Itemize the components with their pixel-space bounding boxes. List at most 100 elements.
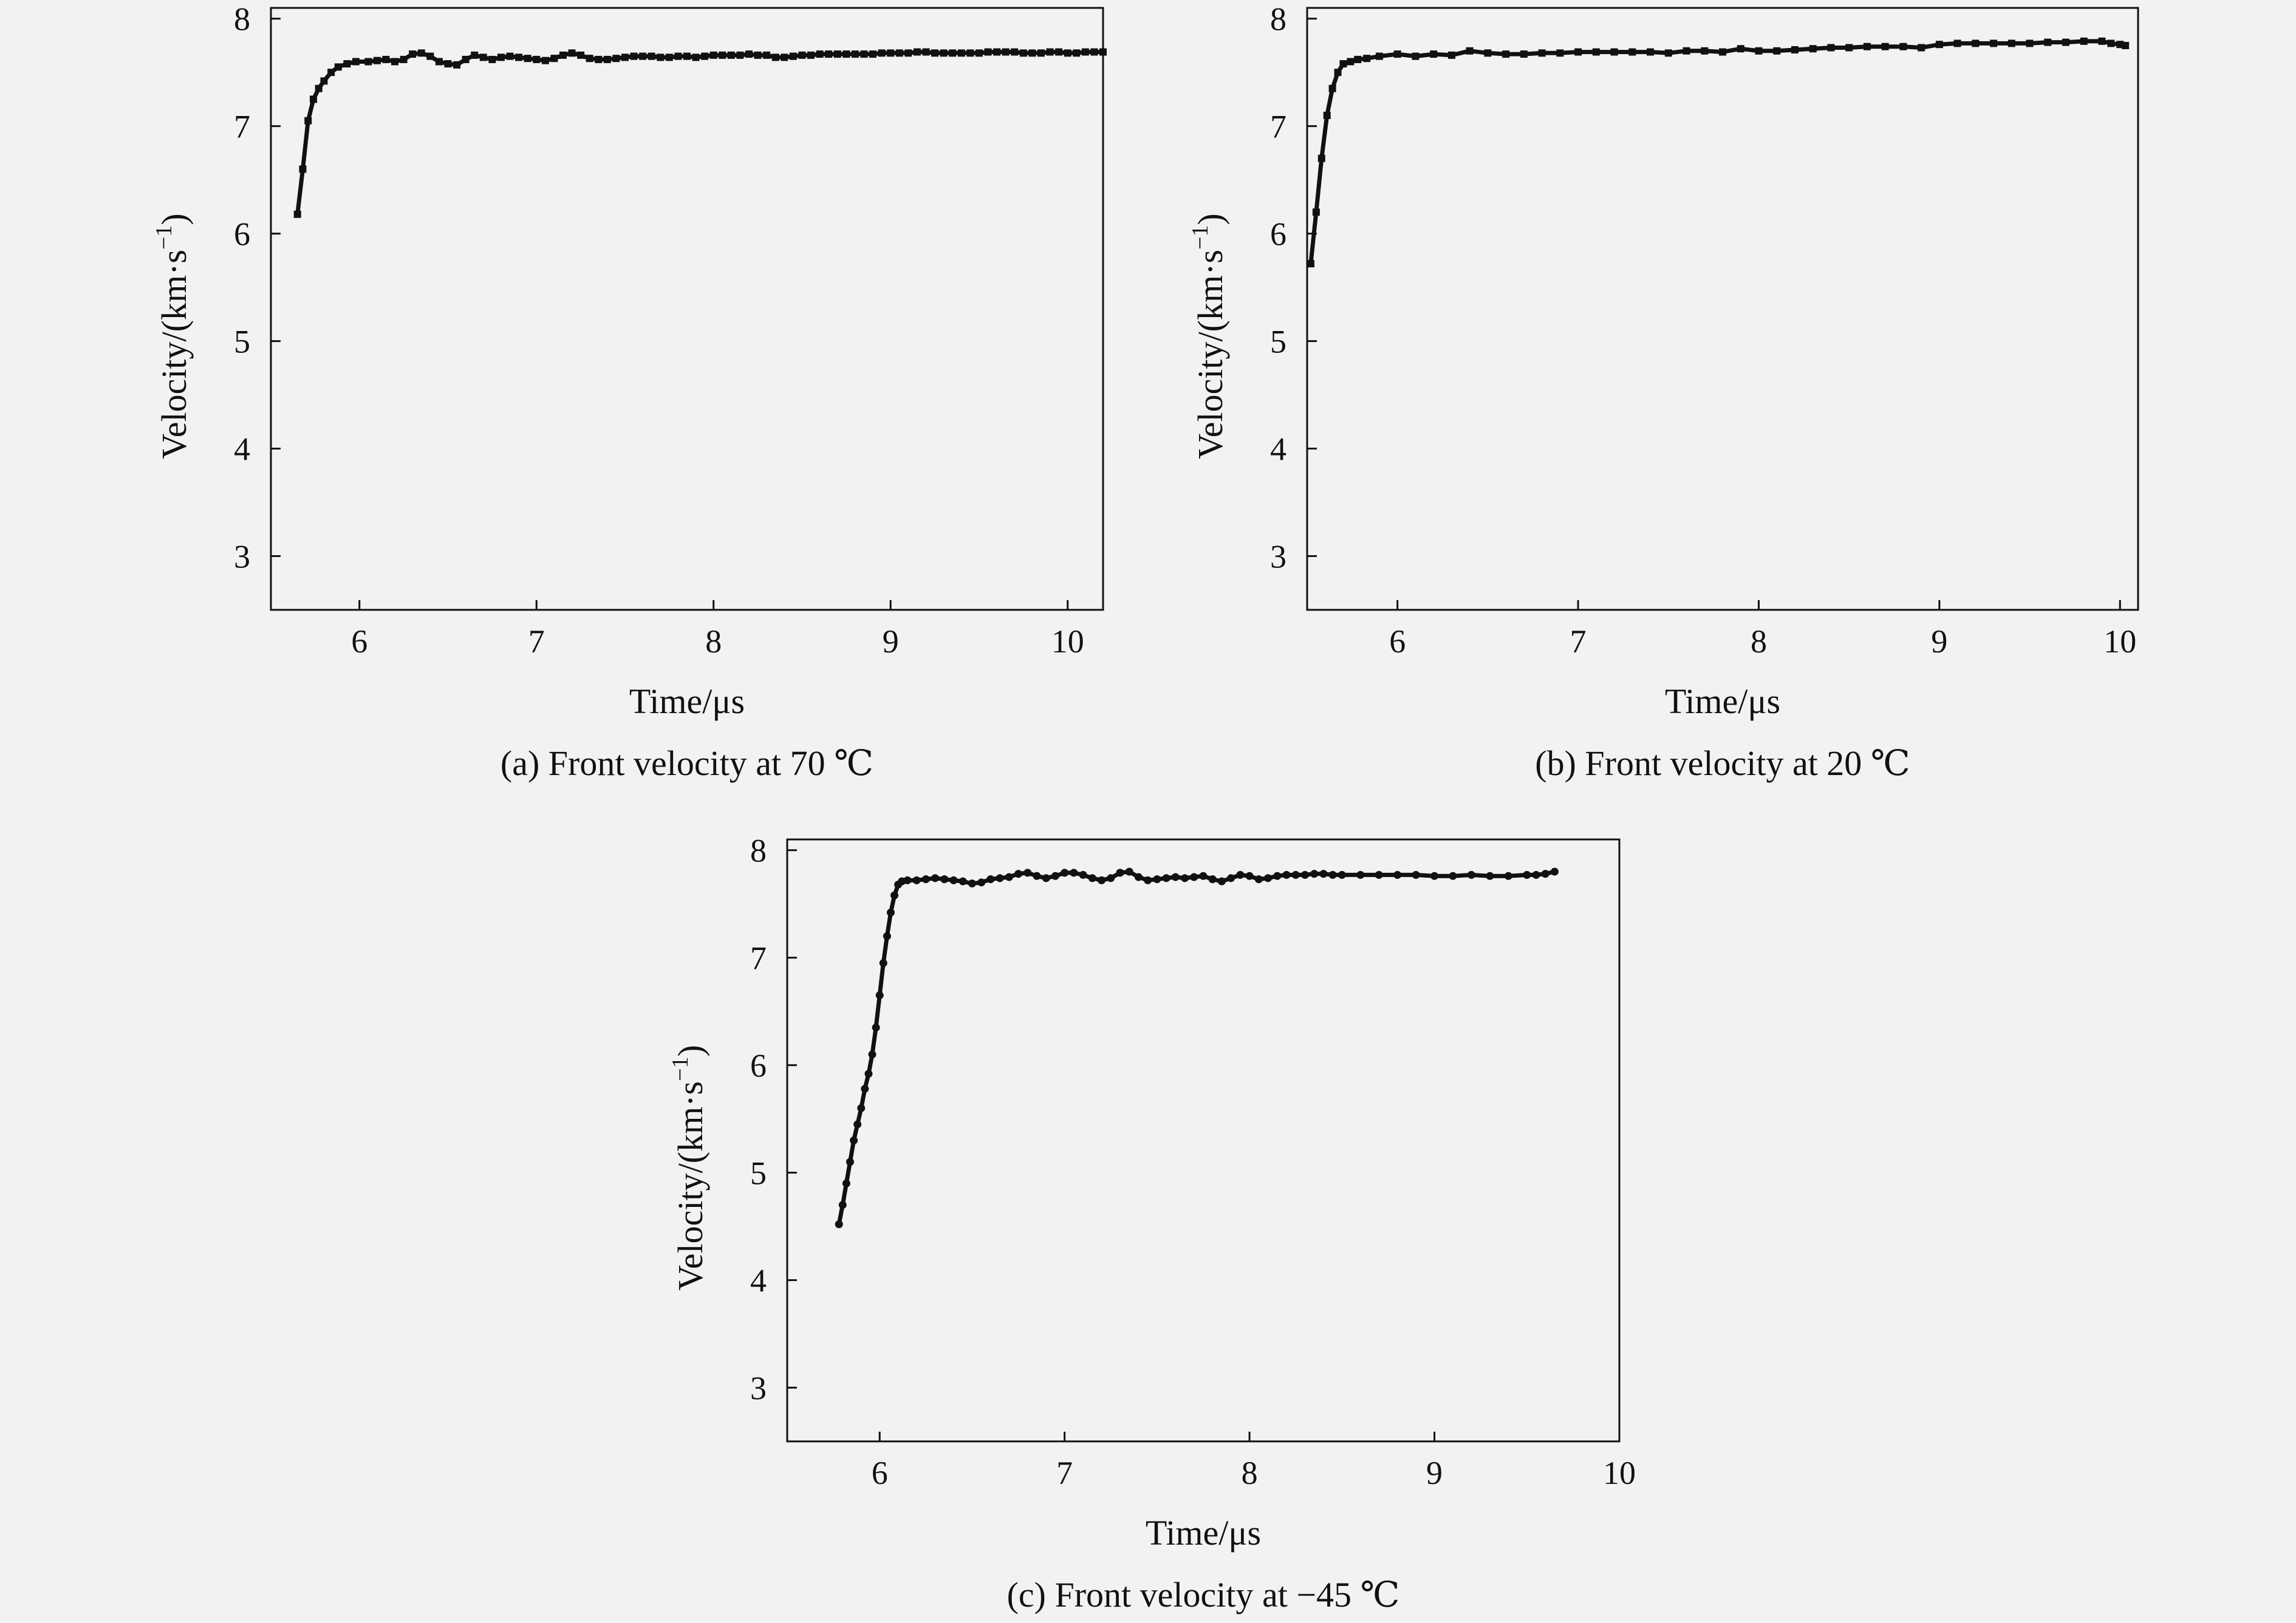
data-point-c	[1061, 869, 1069, 877]
data-point-c	[1532, 870, 1540, 879]
data-point-c	[1014, 870, 1023, 878]
data-point-a	[842, 50, 850, 58]
data-point-b	[1375, 52, 1383, 60]
data-point-a	[1064, 49, 1071, 57]
data-point-c	[1190, 873, 1198, 881]
data-point-b	[1755, 47, 1763, 55]
data-point-c	[838, 1201, 847, 1209]
chart-caption-a: (a) Front velocity at 70 ℃	[501, 743, 873, 783]
data-point-b	[1809, 45, 1817, 53]
x-axis-label-b: Time/μs	[1665, 682, 1780, 721]
data-point-c	[940, 875, 949, 883]
data-point-b	[1556, 49, 1564, 57]
data-point-a	[745, 50, 753, 58]
data-point-c	[921, 875, 930, 883]
x-tick-label-c-8: 8	[1242, 1455, 1258, 1491]
data-point-c	[1153, 875, 1161, 883]
data-point-a	[471, 51, 479, 59]
data-point-a	[382, 55, 390, 63]
data-point-a	[1055, 48, 1063, 56]
data-point-c	[857, 1104, 866, 1112]
data-point-b	[1701, 47, 1709, 55]
data-point-a	[647, 52, 655, 60]
data-point-b	[1520, 50, 1528, 58]
chart-c: 6 7 8 9 10 3 4 5 6 7 8 Time/μs Velocity/(km·s−1) (c) …	[668, 833, 1636, 1614]
data-point-b	[1430, 50, 1438, 58]
data-point-b	[1328, 84, 1336, 92]
data-point-c	[1486, 872, 1494, 880]
data-point-c	[1523, 870, 1531, 879]
y-axis-label-main-a: Velocity/(km·s	[154, 250, 194, 459]
data-point-b	[2026, 39, 2034, 47]
data-point-a	[577, 51, 585, 59]
data-point-a	[993, 48, 1001, 56]
y-axis-label-close-c: )	[671, 1045, 710, 1056]
data-point-c	[1070, 869, 1078, 877]
data-point-b	[1990, 39, 1998, 47]
data-point-c	[1116, 869, 1124, 877]
data-point-a	[630, 52, 638, 60]
data-point-c	[1107, 874, 1115, 883]
chart-b: 6 7 8 9 10 3 4 5 6 7 8 Time/μs Velocity/(km·s−1) (b) …	[1187, 1, 2139, 783]
data-point-a	[515, 53, 523, 61]
data-point-a	[334, 63, 342, 71]
data-point-c	[1042, 874, 1050, 883]
data-point-a	[497, 53, 505, 61]
data-point-c	[864, 1070, 873, 1078]
data-point-a	[352, 58, 360, 66]
data-point-a	[364, 58, 372, 66]
y-tick-label-a-4: 4	[234, 431, 250, 468]
data-point-a	[869, 50, 877, 58]
data-point-a	[887, 49, 895, 57]
data-point-a	[426, 52, 434, 60]
y-axis-label-b: Velocity/(km·s−1)	[1187, 213, 1230, 459]
plot-frame-a	[270, 7, 1104, 611]
data-point-a	[327, 69, 335, 77]
data-point-a	[506, 52, 514, 60]
y-tick-label-b-3: 3	[1270, 539, 1286, 575]
data-point-b	[1628, 48, 1636, 56]
y-axis-label-main-b: Velocity/(km·s	[1191, 250, 1230, 459]
data-point-a	[541, 56, 549, 64]
data-point-a	[860, 50, 868, 58]
y-tick-label-b-7: 7	[1270, 109, 1286, 145]
data-point-a	[895, 49, 903, 57]
x-tick-label-a-7: 7	[528, 623, 545, 660]
data-point-b	[1347, 58, 1355, 66]
data-point-c	[883, 932, 891, 940]
data-point-a	[975, 49, 983, 57]
data-point-c	[1504, 872, 1512, 880]
chart-caption-b: (b) Front velocity at 20 ℃	[1535, 743, 1910, 783]
data-point-b	[1664, 49, 1672, 57]
data-point-a	[1019, 49, 1027, 57]
data-point-a	[1028, 49, 1036, 57]
data-point-c	[1430, 872, 1439, 880]
data-point-a	[524, 55, 531, 63]
y-axis-label-sup-b: −1	[1187, 225, 1213, 250]
data-point-c	[875, 991, 884, 1000]
data-point-c	[886, 908, 895, 917]
data-point-c	[1125, 867, 1133, 876]
chart-a: 6 7 8 9 10 3 4 5 6 7 8 Time/μs Velocity/(km·s−1) (a) …	[151, 1, 1107, 783]
data-point-b	[1393, 50, 1401, 58]
data-point-a	[922, 48, 930, 56]
data-point-a	[957, 49, 965, 57]
data-point-a	[966, 49, 974, 57]
data-point-b	[2044, 38, 2052, 46]
data-point-b	[1881, 43, 1889, 50]
y-tick-label-b-8: 8	[1270, 1, 1286, 38]
y-tick-label-c-5: 5	[750, 1155, 767, 1192]
data-point-b	[2062, 38, 2070, 46]
data-point-c	[903, 876, 912, 884]
data-point-a	[479, 53, 487, 61]
data-point-c	[1005, 873, 1013, 881]
data-point-a	[727, 51, 735, 59]
data-point-b	[2098, 37, 2106, 45]
data-point-b	[1953, 39, 1961, 47]
data-point-b	[1334, 69, 1342, 77]
data-point-c	[1319, 870, 1328, 878]
y-tick-label-c-4: 4	[750, 1263, 767, 1299]
data-point-c	[1171, 873, 1180, 881]
data-point-b	[1363, 55, 1371, 63]
data-point-a	[816, 50, 824, 58]
